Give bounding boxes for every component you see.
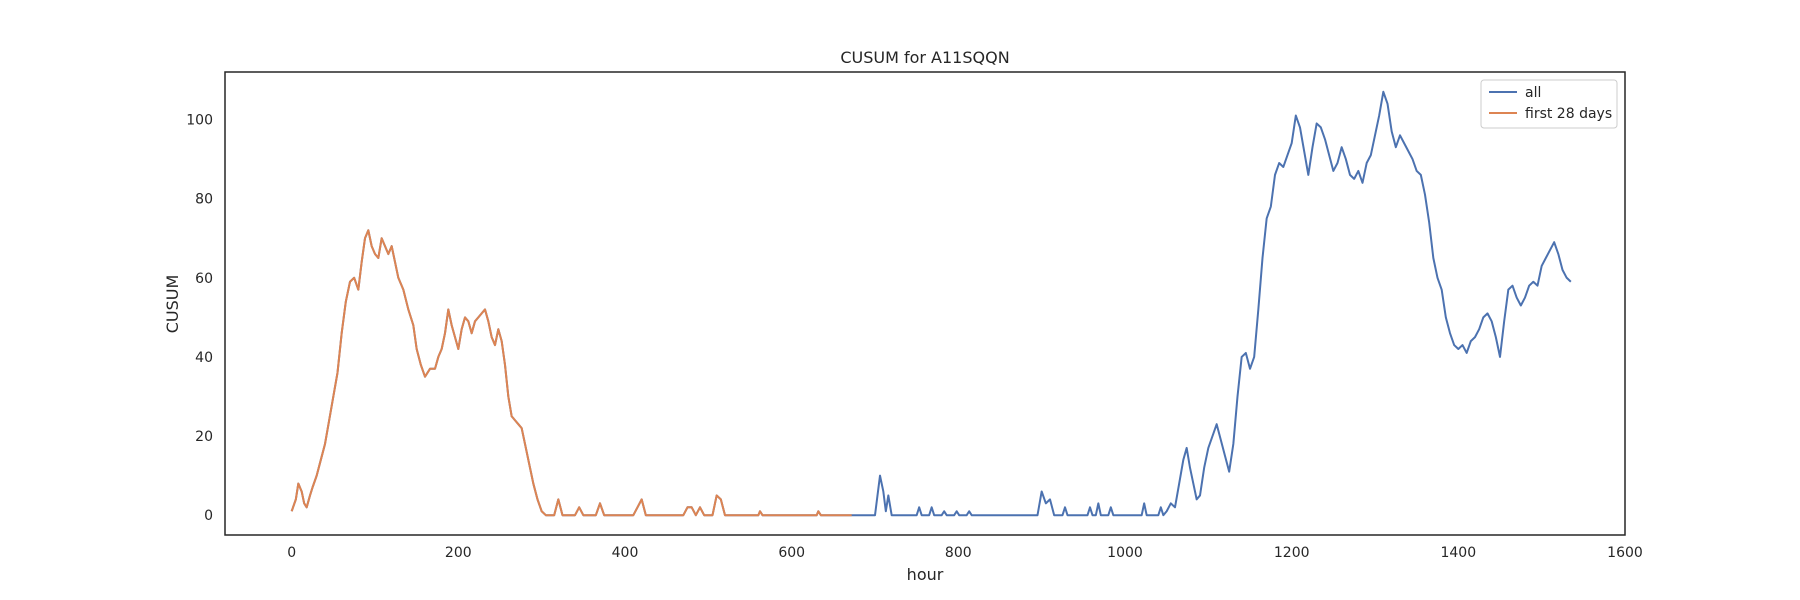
x-tick-label: 1200 — [1274, 545, 1310, 561]
x-tick-labels: 0 200 400 600 800 1000 1200 1400 1600 — [287, 545, 1643, 561]
legend: all first 28 days — [1480, 79, 1618, 129]
x-tick-label: 0 — [287, 545, 296, 561]
legend-label-first-28-days: first 28 days — [1525, 106, 1612, 122]
y-tick-label: 60 — [195, 271, 213, 287]
plot-area — [225, 72, 1625, 535]
x-tick-label: 800 — [945, 545, 972, 561]
y-tick-label: 100 — [186, 113, 213, 129]
y-tick-label: 80 — [195, 192, 213, 208]
x-tick-label: 1600 — [1607, 545, 1643, 561]
x-tick-label: 400 — [612, 545, 639, 561]
x-tick-label: 200 — [445, 545, 472, 561]
legend-label-all: all — [1525, 85, 1541, 101]
x-axis-label: hour — [907, 565, 944, 584]
y-axis-label: CUSUM — [163, 275, 182, 334]
y-tick-labels: 0 20 40 60 80 100 — [186, 113, 213, 525]
y-tick-label: 40 — [195, 350, 213, 366]
plot-frame — [224, 71, 1626, 536]
x-tick-label: 600 — [778, 545, 805, 561]
y-tick-label: 20 — [195, 429, 213, 445]
chart-title: CUSUM for A11SQQN — [840, 48, 1009, 67]
series-layer — [290, 90, 1572, 517]
x-tick-label: 1400 — [1440, 545, 1476, 561]
series-line-first-28-days — [290, 229, 852, 517]
x-tick-label: 1000 — [1107, 545, 1143, 561]
y-tick-label: 0 — [204, 508, 213, 524]
